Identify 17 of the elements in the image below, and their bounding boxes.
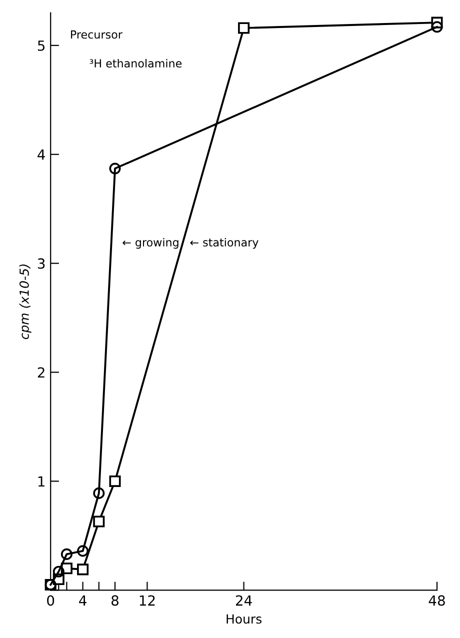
annotation: Precursor (71, 30, 122, 39)
x-tick-label: 0 (47, 595, 54, 606)
y-tick-label: 2 (38, 367, 44, 378)
annotation: ← stationary (190, 238, 258, 249)
y-tick-label: 4 (38, 150, 45, 160)
x-tick-label: 48 (428, 595, 445, 606)
y-tick-label: 5 (38, 40, 45, 51)
x-tick-label: 8 (112, 595, 118, 606)
x-tick-label: 4 (79, 595, 86, 606)
y-axis-title: cpm (x10-5) (19, 264, 32, 340)
y-tick-label: 1 (38, 476, 44, 486)
annotation: ³H ethanolamine (90, 58, 182, 68)
x-tick-label: 24 (236, 595, 252, 606)
annotation: ← growing (122, 238, 178, 249)
y-tick-label: 3 (38, 258, 45, 269)
x-tick-label: 12 (140, 595, 155, 606)
x-axis-title: Hours (226, 614, 262, 624)
